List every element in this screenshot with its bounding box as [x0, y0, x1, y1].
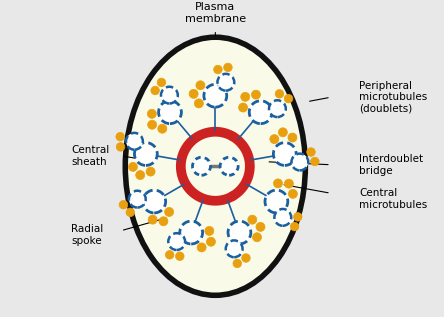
Circle shape	[204, 84, 227, 107]
Circle shape	[310, 157, 319, 166]
Circle shape	[220, 157, 238, 175]
Circle shape	[274, 209, 291, 226]
Circle shape	[189, 89, 198, 98]
Circle shape	[206, 237, 215, 246]
Circle shape	[274, 143, 296, 165]
Circle shape	[128, 162, 138, 171]
Circle shape	[116, 143, 125, 151]
Circle shape	[214, 65, 222, 74]
Circle shape	[168, 233, 185, 250]
Circle shape	[147, 109, 156, 118]
Circle shape	[157, 78, 166, 87]
Circle shape	[269, 100, 286, 117]
Circle shape	[175, 252, 184, 261]
Circle shape	[218, 74, 234, 91]
Circle shape	[248, 215, 257, 224]
Circle shape	[253, 233, 262, 242]
Circle shape	[181, 132, 250, 201]
Circle shape	[143, 190, 166, 213]
Circle shape	[158, 124, 167, 133]
Circle shape	[241, 92, 250, 101]
Circle shape	[126, 133, 143, 150]
Circle shape	[256, 223, 265, 231]
Circle shape	[307, 148, 315, 156]
Circle shape	[165, 207, 174, 217]
Circle shape	[126, 208, 135, 217]
Circle shape	[233, 259, 242, 268]
Circle shape	[278, 128, 287, 137]
Circle shape	[228, 221, 251, 244]
Circle shape	[148, 215, 157, 224]
Circle shape	[161, 87, 178, 104]
Text: Interdoublet
bridge: Interdoublet bridge	[359, 154, 424, 176]
Circle shape	[226, 240, 242, 257]
Circle shape	[146, 167, 155, 176]
Circle shape	[116, 133, 124, 141]
Circle shape	[119, 200, 128, 209]
Circle shape	[224, 63, 232, 72]
Circle shape	[205, 226, 214, 236]
Circle shape	[148, 120, 157, 129]
Circle shape	[194, 99, 203, 108]
Text: Plasma
membrane: Plasma membrane	[185, 2, 246, 24]
Circle shape	[251, 90, 261, 99]
Circle shape	[159, 101, 182, 124]
Circle shape	[265, 190, 288, 213]
Circle shape	[159, 217, 168, 226]
Circle shape	[136, 171, 145, 179]
Circle shape	[284, 94, 293, 103]
Circle shape	[270, 135, 279, 144]
Circle shape	[180, 221, 202, 244]
Circle shape	[291, 154, 308, 171]
Text: Central
microtubules: Central microtubules	[359, 189, 428, 210]
Circle shape	[151, 86, 159, 95]
Circle shape	[249, 101, 272, 124]
Circle shape	[165, 250, 174, 259]
Circle shape	[274, 179, 282, 188]
Circle shape	[242, 254, 250, 262]
Circle shape	[275, 90, 284, 98]
Text: Peripheral
microtubules
(doublets): Peripheral microtubules (doublets)	[359, 81, 428, 114]
Ellipse shape	[125, 37, 305, 295]
Circle shape	[288, 133, 297, 142]
Circle shape	[288, 189, 297, 198]
Text: Central
sheath: Central sheath	[71, 145, 110, 166]
Circle shape	[196, 81, 205, 90]
Circle shape	[129, 191, 146, 208]
Circle shape	[135, 143, 157, 165]
Circle shape	[290, 222, 299, 231]
Circle shape	[285, 179, 293, 188]
Text: Radial
spoke: Radial spoke	[71, 224, 103, 246]
Circle shape	[197, 243, 206, 252]
Circle shape	[193, 157, 210, 175]
Circle shape	[238, 103, 248, 112]
Circle shape	[293, 213, 302, 221]
